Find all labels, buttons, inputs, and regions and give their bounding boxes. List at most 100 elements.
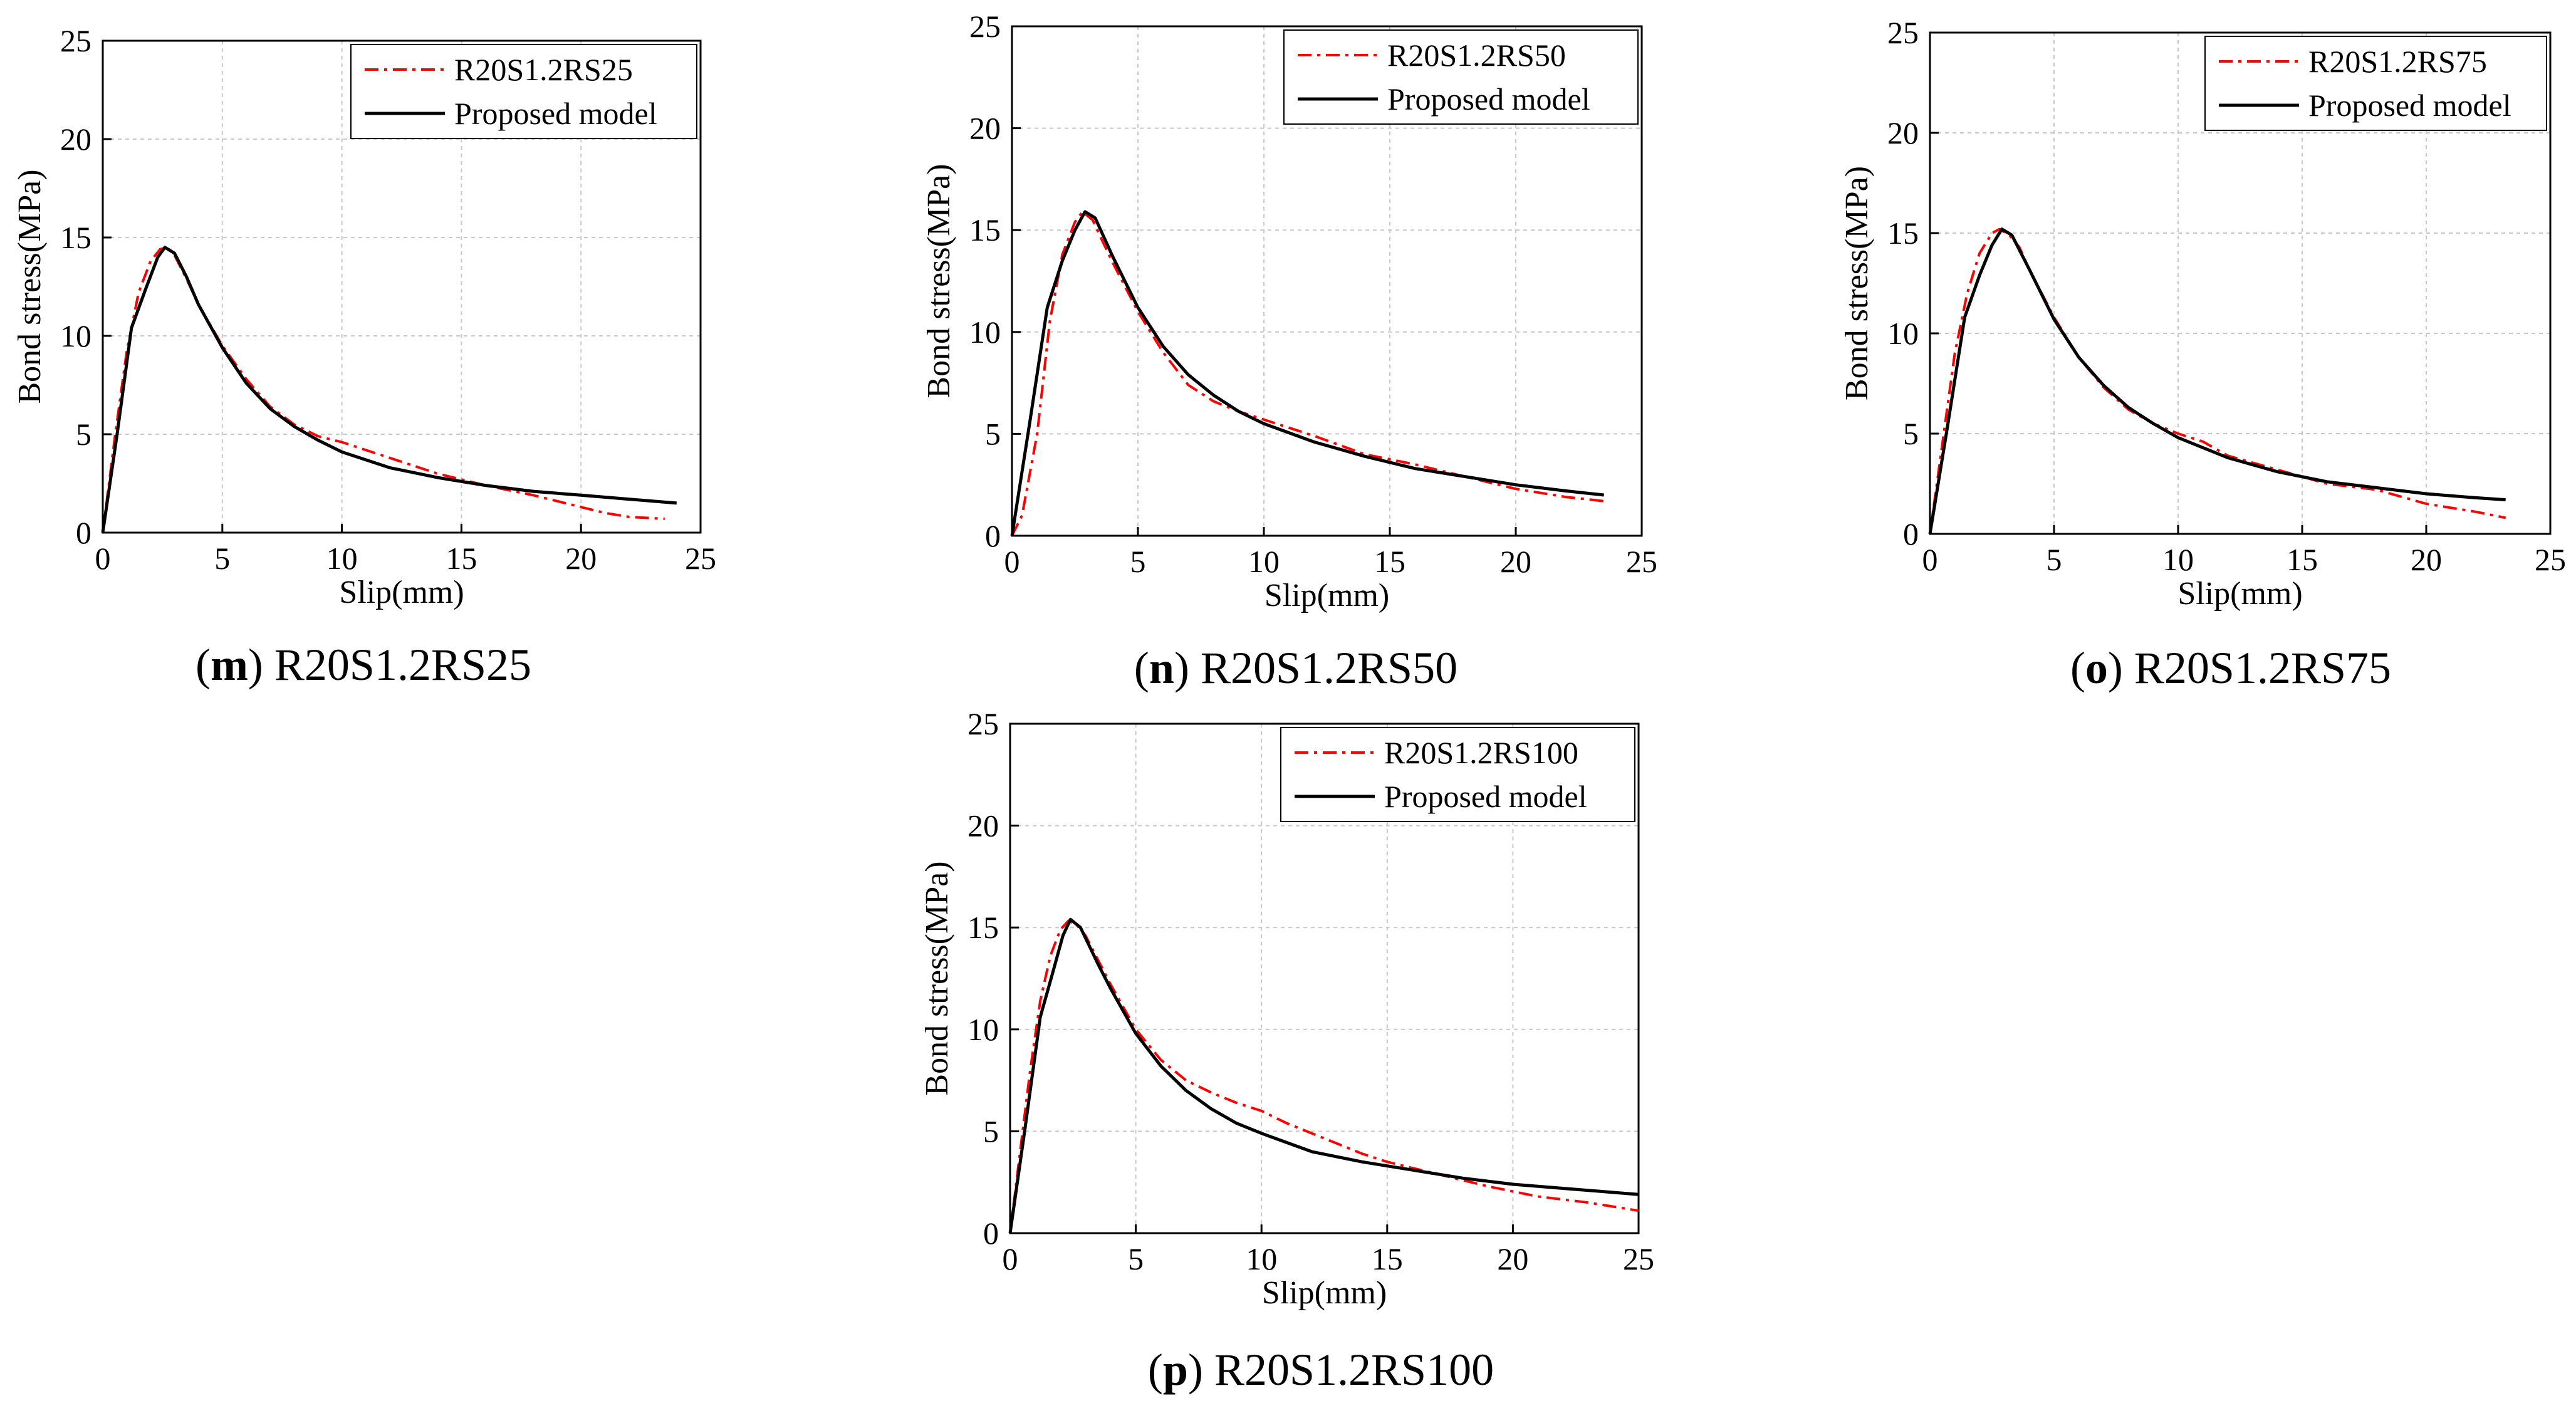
x-axis-title: Slip(mm) [1262, 1275, 1387, 1311]
x-tick-label: 10 [326, 541, 358, 576]
plot-frame [1011, 25, 1643, 537]
x-tick-label: 15 [1374, 544, 1405, 579]
y-axis-title: Bond stress(MPa) [12, 169, 48, 404]
x-tick-label: 5 [214, 541, 230, 576]
chart-panel-n: 0 5 10 15 20 25 0 5 10 15 20 25 Slip(mm) Bond stress(… [921, 9, 1657, 693]
series-line-experimental [1929, 227, 2506, 534]
legend-label: R20S1.2RS75 [2308, 44, 2487, 79]
caption-paren-open: ( [2070, 643, 2085, 693]
x-tick-label: 5 [1128, 1241, 1144, 1276]
x-axis-title: Slip(mm) [1265, 578, 1389, 613]
y-tick-label: 5 [1903, 416, 1919, 451]
caption-letter: p [1163, 1345, 1188, 1395]
x-tick-label: 15 [2287, 542, 2318, 577]
caption-specimen: R20S1.2RS100 [1214, 1345, 1494, 1395]
y-tick-label: 20 [60, 122, 91, 157]
legend-label: Proposed model [454, 96, 657, 131]
y-tick-label: 25 [967, 706, 999, 741]
chart-panel-m: 0 5 10 15 20 25 0 5 10 15 20 25 Slip(mm) Bond stress(… [12, 23, 716, 690]
y-tick-label: 5 [983, 1113, 999, 1149]
panels: 0 5 10 15 20 25 0 5 10 15 20 25 Slip(mm) Bond stress(… [12, 9, 2566, 1395]
x-tick-label: 25 [1623, 1241, 1654, 1276]
x-tick-label: 25 [685, 541, 716, 576]
y-tick-label: 5 [76, 417, 91, 452]
series-line-proposed-model [1928, 227, 2506, 534]
x-tick-label: 25 [1626, 544, 1657, 579]
y-tick-label: 5 [985, 416, 1001, 451]
series-line-proposed-model [1010, 210, 1604, 536]
legend-label: Proposed model [2308, 88, 2511, 123]
x-tick-label: 5 [2047, 542, 2062, 577]
y-tick-label: 15 [969, 212, 1001, 248]
y-tick-label: 15 [967, 910, 999, 945]
y-axis-title: Bond stress(MPa) [921, 164, 957, 398]
panel-caption: (m) R20S1.2RS25 [196, 640, 531, 690]
y-axis-title: Bond stress(MPa) [1839, 166, 1875, 400]
x-tick-label: 15 [1372, 1241, 1403, 1276]
panel-caption: (p) R20S1.2RS100 [1148, 1345, 1494, 1395]
x-tick-label: 20 [565, 541, 597, 576]
plot-frame [102, 39, 702, 534]
legend-box [1280, 727, 1635, 822]
x-tick-label: 25 [2535, 542, 2566, 577]
x-tick-label: 20 [1500, 544, 1531, 579]
y-tick-label: 0 [985, 518, 1001, 553]
legend-label: Proposed model [1387, 81, 1590, 117]
y-tick-label: 20 [967, 808, 999, 843]
x-tick-label: 0 [95, 541, 111, 576]
series-line-experimental [1011, 210, 1604, 536]
y-axis-title: Bond stress(MPa) [919, 861, 955, 1095]
x-tick-label: 10 [1248, 544, 1280, 579]
y-tick-label: 0 [1903, 516, 1919, 551]
caption-letter: m [211, 640, 248, 690]
y-tick-label: 25 [60, 23, 91, 58]
caption-paren-close: ) [1174, 643, 1201, 693]
y-tick-label: 20 [1887, 115, 1919, 150]
x-tick-label: 5 [1130, 544, 1146, 579]
caption-specimen: R20S1.2RS25 [274, 640, 531, 690]
y-tick-label: 15 [60, 220, 91, 255]
x-axis-title: Slip(mm) [2177, 576, 2302, 612]
y-tick-label: 0 [983, 1216, 999, 1251]
x-tick-label: 20 [1497, 1241, 1528, 1276]
legend-label: R20S1.2RS100 [1384, 735, 1578, 770]
legend-label: R20S1.2RS50 [1387, 38, 1566, 73]
caption-paren-open: ( [1134, 643, 1149, 693]
legend-box [2204, 36, 2547, 131]
legend-label: Proposed model [1384, 779, 1587, 814]
caption-paren-open: ( [1148, 1345, 1163, 1395]
legend-box [350, 44, 697, 139]
caption-paren-close: ) [2108, 643, 2134, 693]
caption-letter: n [1149, 643, 1174, 693]
caption-letter: o [2085, 643, 2108, 693]
y-tick-label: 10 [967, 1012, 999, 1047]
y-tick-label: 10 [60, 318, 91, 353]
legend-label: R20S1.2RS25 [454, 52, 633, 87]
x-axis-title: Slip(mm) [339, 575, 464, 610]
chart-panel-o: 0 5 10 15 20 25 0 5 10 15 20 25 Slip(mm) Bond stress(… [1839, 15, 2566, 693]
x-tick-label: 10 [2162, 542, 2194, 577]
y-tick-label: 25 [1887, 15, 1919, 50]
panel-caption: (o) R20S1.2RS75 [2070, 643, 2391, 693]
y-tick-label: 0 [76, 515, 91, 550]
y-tick-label: 25 [969, 9, 1001, 44]
plot-frame [1929, 31, 2552, 535]
chart-panel-p: 0 5 10 15 20 25 0 5 10 15 20 25 Slip(mm) Bond stress(… [919, 706, 1654, 1395]
y-tick-label: 20 [969, 111, 1001, 146]
series-line-proposed-model [101, 246, 677, 533]
plot-frame [1009, 722, 1640, 1234]
caption-specimen: R20S1.2RS50 [1201, 643, 1457, 693]
y-tick-label: 15 [1887, 216, 1919, 251]
y-tick-label: 10 [969, 315, 1001, 350]
caption-paren-open: ( [196, 640, 211, 690]
series-line-experimental [102, 246, 665, 533]
caption-paren-close: ) [248, 640, 274, 690]
y-tick-label: 10 [1887, 316, 1919, 351]
caption-specimen: R20S1.2RS75 [2134, 643, 2391, 693]
x-tick-label: 20 [2411, 542, 2442, 577]
x-tick-label: 15 [446, 541, 477, 576]
series-line-proposed-model [1008, 917, 1639, 1234]
x-tick-label: 0 [1922, 542, 1938, 577]
x-tick-label: 0 [1004, 544, 1020, 579]
